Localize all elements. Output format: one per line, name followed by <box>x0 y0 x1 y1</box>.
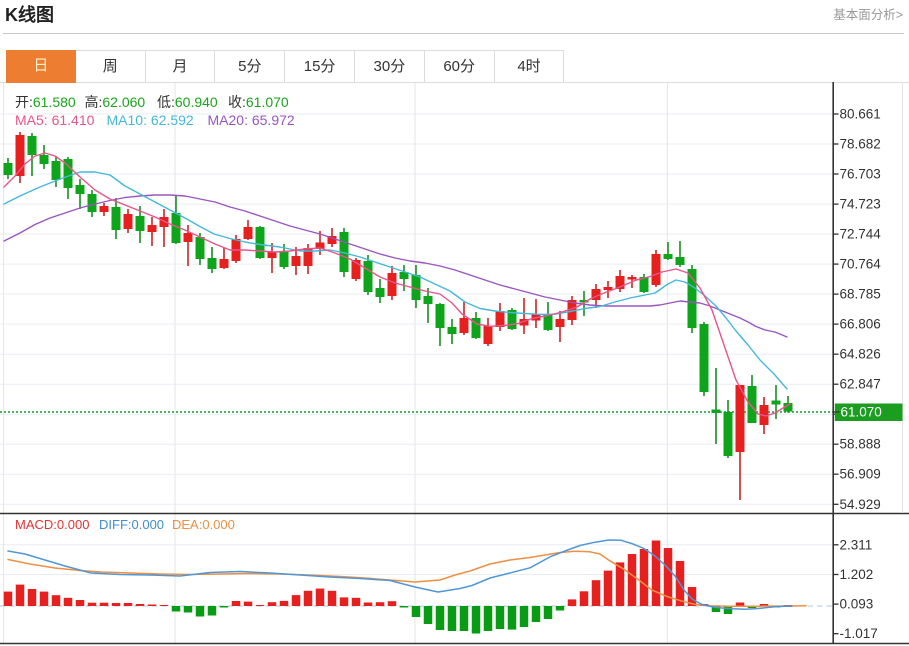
svg-text:68.785: 68.785 <box>840 287 881 302</box>
svg-text:开:61.580: 开:61.580 <box>15 94 76 110</box>
svg-text:61.070: 61.070 <box>841 405 882 420</box>
svg-text:-1.017: -1.017 <box>840 626 878 641</box>
svg-text:DIFF:0.000: DIFF:0.000 <box>99 517 164 532</box>
svg-text:MA5: 61.410: MA5: 61.410 <box>15 112 95 128</box>
svg-text:76.703: 76.703 <box>840 167 881 182</box>
svg-text:72.744: 72.744 <box>840 227 882 242</box>
svg-text:收:61.070: 收:61.070 <box>228 94 289 110</box>
svg-text:70.764: 70.764 <box>840 257 882 272</box>
svg-text:80.661: 80.661 <box>840 107 881 122</box>
svg-text:74.723: 74.723 <box>840 197 881 212</box>
svg-text:56.909: 56.909 <box>840 467 881 482</box>
svg-text:54.929: 54.929 <box>840 497 881 512</box>
svg-text:66.806: 66.806 <box>840 317 881 332</box>
svg-text:2.311: 2.311 <box>840 537 873 552</box>
svg-text:MA20: 65.972: MA20: 65.972 <box>208 112 295 128</box>
svg-text:低:60.940: 低:60.940 <box>157 94 218 110</box>
svg-text:64.826: 64.826 <box>840 347 881 362</box>
svg-text:58.888: 58.888 <box>840 437 881 452</box>
svg-text:MA10: 62.592: MA10: 62.592 <box>107 112 194 128</box>
svg-text:DEA:0.000: DEA:0.000 <box>172 517 235 532</box>
svg-text:78.682: 78.682 <box>840 137 881 152</box>
svg-text:MACD:0.000: MACD:0.000 <box>15 517 89 532</box>
svg-text:高:62.060: 高:62.060 <box>85 94 146 110</box>
svg-text:62.847: 62.847 <box>840 377 881 392</box>
svg-text:1.202: 1.202 <box>840 567 874 582</box>
svg-text:0.093: 0.093 <box>840 597 874 612</box>
